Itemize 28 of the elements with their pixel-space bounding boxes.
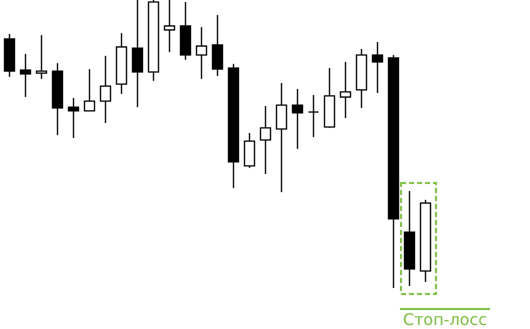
candlestick [20, 53, 32, 98]
candlestick [116, 32, 128, 95]
candlestick [404, 190, 416, 287]
candlestick [388, 54, 400, 289]
candlestick [4, 33, 16, 78]
text: Стоп-лосс [402, 310, 488, 329]
candlestick [420, 199, 432, 283]
candlestick [212, 14, 224, 77]
candlestick [372, 41, 384, 94]
candlestick [292, 88, 304, 150]
candlestick [324, 67, 336, 129]
candlestick [260, 105, 272, 175]
candlestick [148, 0, 160, 82]
candlestick [308, 94, 320, 138]
candlestick [68, 97, 80, 139]
candlestick [36, 34, 48, 80]
candlestick [100, 55, 112, 124]
candlestick [196, 26, 208, 80]
candlestick [244, 132, 256, 169]
candlestick [180, 1, 192, 61]
candlestick [132, 0, 144, 108]
candlestick [164, 0, 176, 53]
candlestick [356, 48, 368, 109]
candlestick [340, 61, 352, 119]
candlestick [52, 62, 64, 136]
candlestick [84, 68, 96, 112]
candlestick [276, 82, 288, 193]
candlestick [228, 63, 240, 189]
